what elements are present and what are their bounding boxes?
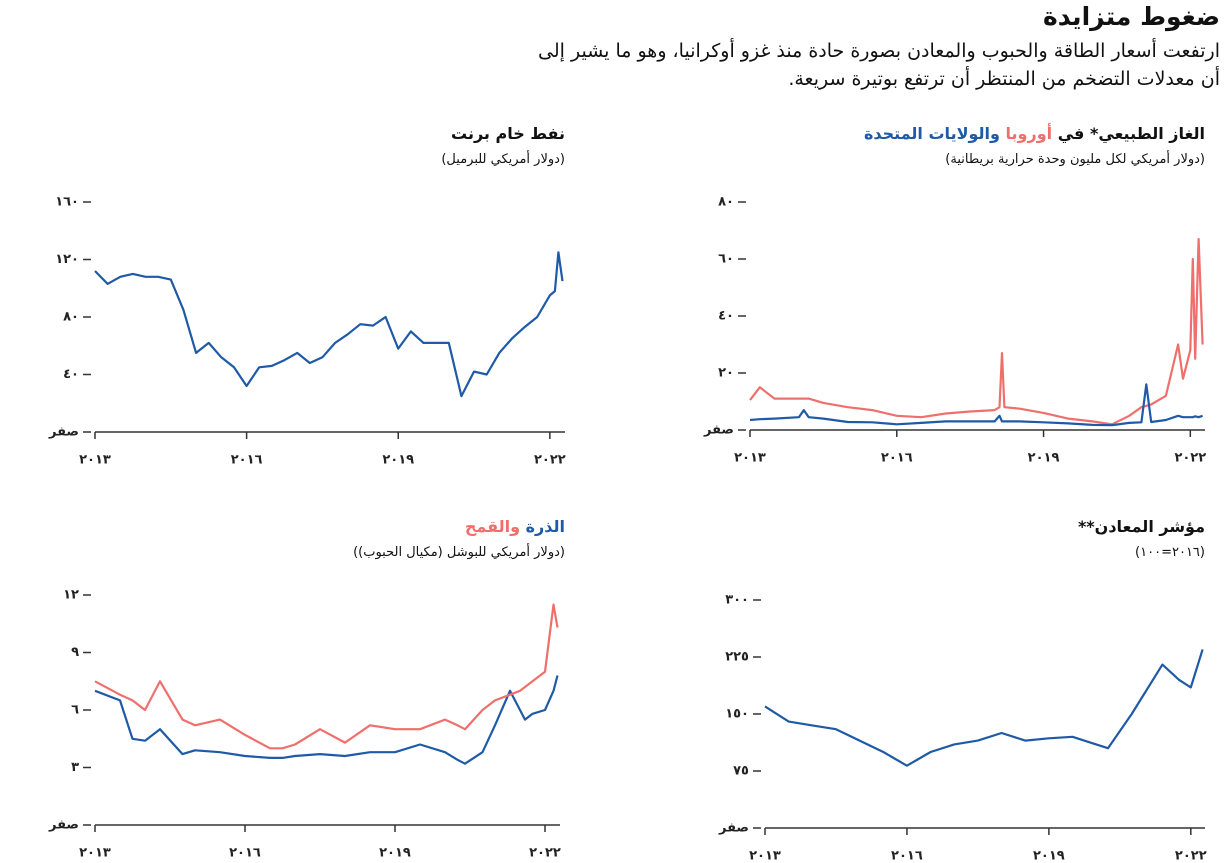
x-tick-label: ٢٠١٣ (79, 846, 111, 861)
series-line (94, 603, 559, 750)
chart-title: نفط خام برنت (451, 124, 565, 143)
x-tick-label: ٢٠١٦ (891, 849, 923, 863)
chart-title-text: الغاز الطبيعي* في (1057, 124, 1205, 143)
x-tick-label: ٢٠١٣ (79, 453, 111, 468)
legend-entry: الذرة (525, 517, 565, 536)
page-title: ضغوط متزايدة (1042, 2, 1220, 31)
series-line (749, 383, 1203, 427)
page-subtitle: ارتفعت أسعار الطاقة والحبوب والمعادن بصو… (538, 40, 1220, 62)
y-tick-label: ٩ (71, 645, 79, 660)
x-tick-label: ٢٠١٦ (231, 453, 263, 468)
legend-entry: والقمح (464, 517, 521, 536)
y-tick-label: ٢٢٥ (725, 650, 749, 665)
y-tick-label: ٤٠ (63, 367, 79, 382)
y-tick-label: صفر (703, 423, 734, 438)
chart-title-text: نفط خام برنت (451, 124, 565, 143)
x-tick-label: ٢٠١٩ (379, 846, 411, 861)
x-tick-label: ٢٠١٣ (749, 849, 781, 863)
y-tick-label: ٨٠ (718, 195, 734, 210)
x-tick-label: ٢٠١٩ (382, 453, 414, 468)
x-tick-label: ٢٠١٩ (1028, 451, 1060, 466)
y-tick-label: صفر (718, 821, 749, 836)
chart-subtitle: (دولار أمريكي للبرميل) (441, 152, 565, 167)
chart-subtitle: (دولار أمريكي للبوشل (مكيال الحبوب)) (353, 545, 565, 560)
y-tick-label: ١٦٠ (55, 195, 79, 210)
x-tick-label: ٢٠١٦ (881, 451, 913, 466)
y-tick-label: صفر (48, 425, 79, 440)
x-tick-label: ٢٠١٣ (734, 451, 766, 466)
y-tick-label: ٤٠ (718, 309, 734, 324)
y-tick-label: ٨٠ (63, 310, 79, 325)
legend-entry: أوروبا (1005, 124, 1053, 143)
y-tick-label: ٦ (71, 703, 79, 718)
chart-subtitle: (دولار أمريكي لكل مليون وحدة حرارية بريط… (945, 152, 1205, 167)
x-tick-label: ٢٠١٩ (1033, 849, 1065, 863)
x-tick-label: ٢٠١٦ (229, 846, 261, 861)
series-line (94, 251, 564, 398)
chart-title: مؤشر المعادن** (1078, 517, 1205, 536)
chart-title: الذرة والقمح (465, 517, 565, 536)
y-tick-label: ٣٠٠ (725, 593, 749, 608)
y-tick-label: ٢٠ (718, 366, 734, 381)
y-tick-label: صفر (48, 818, 79, 833)
series-line (764, 649, 1204, 767)
chart-title: الغاز الطبيعي* في أوروبا والولايات المتح… (864, 124, 1205, 143)
x-tick-label: ٢٠٢٢ (534, 453, 566, 468)
series-line (94, 675, 559, 765)
legend-entry: والولايات المتحدة (863, 124, 1000, 143)
y-tick-label: ١٢٠ (55, 252, 79, 267)
y-tick-label: ٦٠ (718, 252, 734, 267)
y-tick-label: ١٥٠ (725, 707, 749, 722)
x-tick-label: ٢٠٢٢ (1175, 849, 1207, 863)
x-tick-label: ٢٠٢٢ (1174, 451, 1206, 466)
series-line (749, 237, 1204, 426)
y-tick-label: ٣ (71, 760, 79, 775)
x-tick-label: ٢٠٢٢ (529, 846, 561, 861)
chart-subtitle: (٢٠١٦=١٠٠) (1135, 545, 1205, 560)
chart-title-text: مؤشر المعادن** (1077, 517, 1205, 536)
y-tick-label: ١٢ (63, 588, 79, 603)
y-tick-label: ٧٥ (733, 764, 749, 779)
page-subtitle: أن معدلات التضخم من المنتظر أن ترتفع بوت… (788, 68, 1220, 90)
